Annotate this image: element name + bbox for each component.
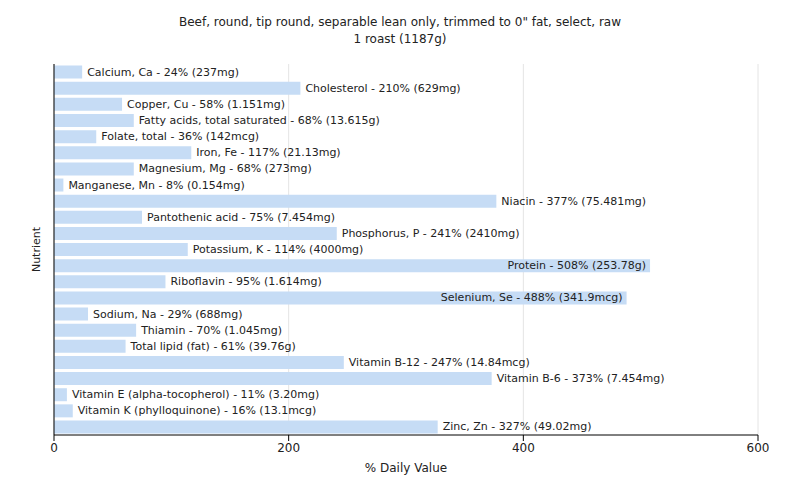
svg-text:Potassium, K - 114% (4000mg): Potassium, K - 114% (4000mg): [193, 243, 364, 256]
svg-text:Manganese, Mn - 8% (0.154mg): Manganese, Mn - 8% (0.154mg): [68, 179, 244, 192]
svg-text:Total lipid (fat) - 61% (39.76: Total lipid (fat) - 61% (39.76g): [130, 340, 296, 353]
svg-text:Magnesium, Mg - 68% (273mg): Magnesium, Mg - 68% (273mg): [139, 162, 312, 175]
svg-text:Vitamin E (alpha-tocopherol) -: Vitamin E (alpha-tocopherol) - 11% (3.20…: [72, 388, 319, 401]
svg-text:Riboflavin - 95% (1.614mg): Riboflavin - 95% (1.614mg): [170, 275, 321, 288]
svg-text:Thiamin - 70% (1.045mg): Thiamin - 70% (1.045mg): [140, 324, 282, 337]
svg-text:600: 600: [747, 441, 770, 455]
svg-text:Vitamin K (phylloquinone) - 16: Vitamin K (phylloquinone) - 16% (13.1mcg…: [78, 404, 316, 417]
svg-text:Folate, total - 36% (142mcg): Folate, total - 36% (142mcg): [101, 130, 259, 143]
svg-text:Nutrient: Nutrient: [30, 226, 43, 272]
svg-text:Vitamin B-12 - 247% (14.84mcg): Vitamin B-12 - 247% (14.84mcg): [349, 356, 530, 369]
svg-text:Sodium, Na - 29% (688mg): Sodium, Na - 29% (688mg): [93, 308, 243, 321]
svg-text:Calcium, Ca - 24% (237mg): Calcium, Ca - 24% (237mg): [87, 66, 239, 79]
svg-text:Fatty acids, total saturated -: Fatty acids, total saturated - 68% (13.6…: [139, 114, 380, 127]
html-text:Beef, round, tip round, separa: Beef, round, tip round, separable lean o…: [178, 15, 621, 29]
svg-text:Cholesterol - 210% (629mg): Cholesterol - 210% (629mg): [305, 82, 460, 95]
svg-text:Vitamin B-6 - 373% (7.454mg): Vitamin B-6 - 373% (7.454mg): [497, 372, 665, 385]
svg-text:200: 200: [277, 441, 300, 455]
svg-text:% Daily Value: % Daily Value: [365, 461, 447, 475]
svg-text:Selenium, Se - 488% (341.9mcg): Selenium, Se - 488% (341.9mcg): [441, 291, 623, 304]
svg-text:Protein - 508% (253.78g): Protein - 508% (253.78g): [508, 259, 647, 272]
svg-text:400: 400: [512, 441, 535, 455]
svg-text:0: 0: [50, 441, 58, 455]
svg-text:Iron, Fe - 117% (21.13mg): Iron, Fe - 117% (21.13mg): [196, 146, 340, 159]
svg-text:Phosphorus, P - 241% (2410mg): Phosphorus, P - 241% (2410mg): [342, 227, 520, 240]
svg-text:Pantothenic acid - 75% (7.454m: Pantothenic acid - 75% (7.454mg): [147, 211, 335, 224]
html-text:1 roast (1187g): 1 roast (1187g): [353, 32, 447, 46]
svg-text:Zinc, Zn - 327% (49.02mg): Zinc, Zn - 327% (49.02mg): [443, 420, 592, 433]
svg-text:Niacin - 377% (75.481mg): Niacin - 377% (75.481mg): [501, 195, 646, 208]
svg-text:Copper, Cu - 58% (1.151mg): Copper, Cu - 58% (1.151mg): [127, 98, 285, 111]
